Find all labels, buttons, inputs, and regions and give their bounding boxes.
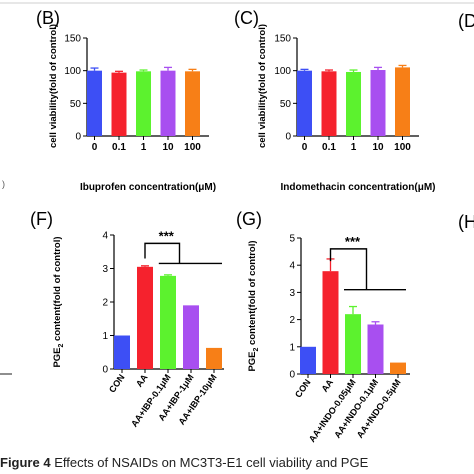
bar [136, 71, 151, 136]
bar [297, 70, 312, 136]
y-tick-label: 1 [102, 331, 108, 342]
bar [300, 346, 316, 374]
bar [367, 324, 384, 374]
y-tick-label: 100 [274, 66, 291, 77]
bar [160, 70, 176, 136]
x-tick-label: CON [107, 372, 127, 394]
panel-f: (F) 0 1 2 3 4 PGE2 content(fold of control) CON… [30, 209, 224, 429]
bar [390, 362, 406, 374]
y-tick-label: 0 [102, 365, 108, 376]
y-tick-label: 1 [289, 342, 295, 353]
significance-bracket [144, 242, 181, 264]
significance-bracket [329, 248, 368, 290]
caption-text: Effects of NSAIDs on MC3T3-E1 cell viabi… [50, 455, 369, 470]
y-tick-label: 50 [280, 99, 292, 110]
x-tick-label: 1 [351, 142, 357, 153]
bar [322, 271, 339, 374]
x-tick-label: 0.1 [112, 142, 126, 153]
y-tick-label: 0 [75, 132, 81, 143]
y-tick-label: 2 [289, 315, 295, 326]
bar [114, 335, 130, 369]
x-tick-label: 1 [141, 142, 147, 153]
bar [370, 70, 386, 136]
x-tick-label: 0 [302, 142, 308, 153]
bar [185, 71, 200, 136]
bar [160, 275, 176, 369]
y-tick-label: 0 [285, 132, 291, 143]
bar [321, 71, 337, 136]
bar [137, 266, 153, 369]
panel-label: (F) [30, 209, 53, 229]
y-tick-label: 150 [64, 34, 81, 45]
bar [346, 71, 361, 136]
x-tick-label: 100 [184, 142, 201, 153]
significance-stars: *** [159, 228, 175, 243]
x-tick-label: AA [134, 372, 150, 389]
y-tick-label: 5 [289, 234, 295, 245]
x-tick-label: 0.1 [322, 142, 336, 153]
bar [345, 314, 361, 374]
y-axis-label: cell viability(fold of control) [48, 24, 59, 148]
y-axis-label: cell viability(fold of control) [257, 24, 268, 148]
figure-caption: Figure 4 Effects of NSAIDs on MC3T3-E1 c… [0, 452, 474, 474]
x-tick-label: 0 [92, 142, 98, 153]
panel-label: (G) [236, 209, 262, 229]
y-axis-label: PGE2 content(fold of control) [52, 236, 65, 367]
y-tick-label: 0 [289, 370, 295, 381]
panel-label-h-cropped: (H [458, 212, 474, 232]
left-stub-mark: ) [2, 179, 5, 189]
y-tick-label: 4 [102, 231, 108, 242]
x-tick-label: 10 [162, 142, 174, 153]
significance-stars: *** [345, 234, 361, 249]
x-tick-label: 10 [372, 142, 384, 153]
y-tick-label: 2 [102, 298, 108, 309]
bar [111, 72, 127, 136]
x-tick-label: 100 [394, 142, 411, 153]
y-tick-label: 150 [274, 34, 291, 45]
bar [206, 347, 222, 369]
panel-label: (B) [36, 8, 60, 28]
panel-label-d-cropped: (D [458, 11, 474, 31]
bar [183, 305, 199, 369]
y-tick-label: 100 [64, 66, 81, 77]
y-tick-label: 3 [289, 288, 295, 299]
panel-label: (C) [234, 8, 259, 28]
panel-g: (G) 0 1 2 3 4 5 PGE2 content(fold of control) CO… [236, 209, 410, 444]
y-tick-label: 4 [289, 261, 295, 272]
x-tick-label: CON [293, 377, 313, 399]
x-tick-label: AA [319, 377, 335, 394]
bar [395, 67, 410, 136]
y-tick-label: 3 [102, 264, 108, 275]
x-axis-label: Ibuprofen concentration(μM) [80, 182, 216, 193]
y-tick-label: 50 [70, 99, 82, 110]
bar [87, 70, 102, 136]
y-axis-label: PGE2 content(fold of control) [247, 240, 260, 371]
x-axis-label: Indomethacin concentration(μM) [280, 182, 435, 193]
caption-bold: Figure 4 [0, 455, 51, 470]
